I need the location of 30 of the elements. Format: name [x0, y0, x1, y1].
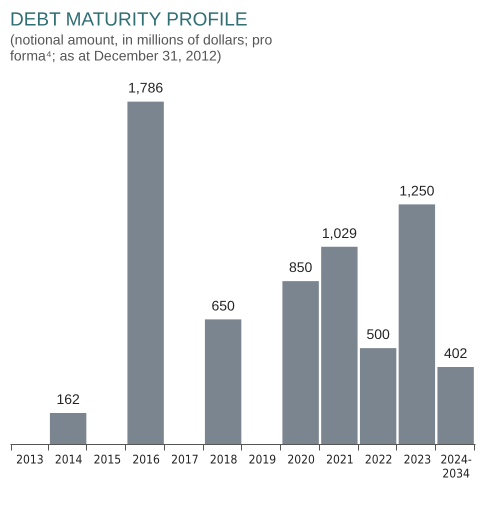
- data-label: 162: [56, 390, 80, 407]
- data-label: 850: [288, 259, 313, 276]
- chart-subtitle: (notional amount, in millions of dollars; pro forma⁴; as at December 31, 2012): [10, 32, 272, 64]
- x-tick-label: 2017: [171, 452, 199, 466]
- bar: [50, 412, 86, 444]
- data-label: 1,029: [322, 224, 358, 241]
- bar: [321, 246, 358, 444]
- x-tick-label: 2021: [326, 452, 354, 466]
- data-label: 650: [211, 297, 236, 314]
- x-tick-label: 2023: [404, 452, 432, 466]
- x-tick-label: 2022: [364, 452, 392, 466]
- bar: [360, 348, 396, 444]
- data-label: 402: [444, 344, 468, 361]
- bar: [398, 204, 436, 444]
- chart-title: DEBT MATURITY PROFILE: [10, 10, 248, 31]
- x-tick-label: 2016: [132, 452, 160, 466]
- x-tick-label: 2024-2034: [440, 452, 472, 480]
- bar: [282, 281, 319, 444]
- bar: [127, 102, 164, 444]
- x-tick-label: 2018: [210, 452, 238, 466]
- x-tick-label: 2019: [248, 452, 276, 466]
- bar: [437, 366, 474, 444]
- data-label: 500: [366, 326, 390, 342]
- data-label: 1,786: [128, 80, 164, 96]
- x-tick-label: 2014: [54, 452, 82, 466]
- x-tick-label: 2015: [94, 452, 122, 466]
- x-tick-label: 2020: [287, 452, 315, 466]
- x-tick-label: 2013: [16, 452, 44, 466]
- bar: [204, 319, 242, 444]
- data-label: 1,250: [399, 182, 435, 198]
